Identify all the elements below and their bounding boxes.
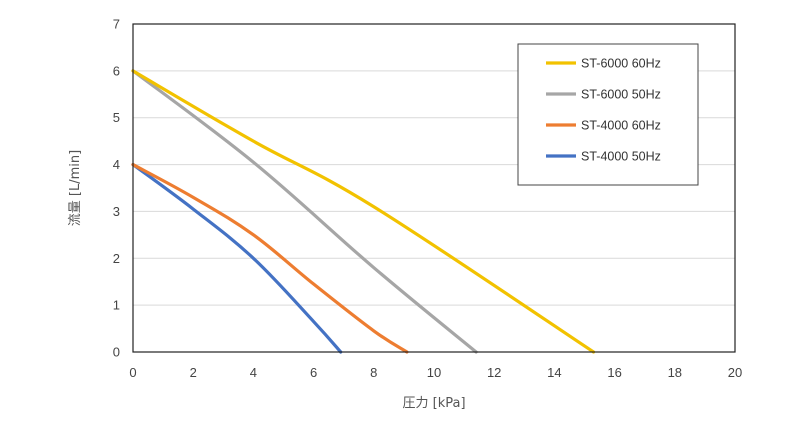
y-axis-ticks: 0 1 2 3 4 5 6 7 <box>113 17 120 360</box>
x-tick-label: 8 <box>370 365 377 380</box>
x-tick-label: 16 <box>607 365 621 380</box>
x-axis-label: 圧力 [kPa] <box>402 396 465 411</box>
legend: ST-6000 60Hz ST-6000 50Hz ST-4000 60Hz ST-4… <box>517 43 699 186</box>
x-tick-label: 20 <box>728 365 742 380</box>
y-tick-label: 3 <box>113 204 120 219</box>
y-tick-label: 4 <box>113 157 120 172</box>
y-tick-label: 0 <box>113 345 120 360</box>
legend-label-st-4000-60hz: ST-4000 60Hz <box>581 119 661 133</box>
x-tick-label: 2 <box>190 365 197 380</box>
series-line-st-4000-50hz <box>131 162 343 354</box>
series-lines <box>131 69 596 354</box>
x-tick-label: 18 <box>668 365 682 380</box>
legend-box <box>517 43 699 186</box>
plot-area-border <box>132 23 736 353</box>
y-tick-label: 7 <box>113 17 120 32</box>
x-tick-label: 10 <box>427 365 441 380</box>
series-line-st-6000-60hz <box>131 69 596 354</box>
series-line-st-6000-50hz <box>131 69 478 354</box>
series-line-st-4000-60hz <box>131 162 409 354</box>
x-axis-ticks: 0 2 4 6 8 10 12 14 16 18 20 <box>129 365 742 380</box>
legend-label-st-6000-60hz: ST-6000 60Hz <box>581 57 661 71</box>
y-axis-label: 流量 [L/min] <box>68 150 83 226</box>
x-tick-label: 0 <box>129 365 136 380</box>
legend-label-st-6000-50hz: ST-6000 50Hz <box>581 88 661 102</box>
y-tick-label: 1 <box>113 298 120 313</box>
x-tick-label: 6 <box>310 365 317 380</box>
y-tick-label: 6 <box>113 63 120 78</box>
y-tick-label: 2 <box>113 251 120 266</box>
y-tick-label: 5 <box>113 110 120 125</box>
x-tick-label: 12 <box>487 365 501 380</box>
grid-lines <box>133 70 735 306</box>
x-tick-label: 14 <box>547 365 561 380</box>
x-tick-label: 4 <box>250 365 257 380</box>
legend-label-st-4000-50hz: ST-4000 50Hz <box>581 150 661 164</box>
